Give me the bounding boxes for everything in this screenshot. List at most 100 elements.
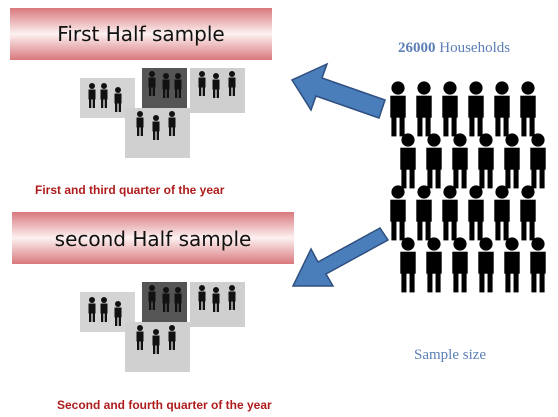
icon-part bbox=[390, 96, 405, 118]
icon-part bbox=[400, 221, 405, 241]
icon-part bbox=[213, 73, 219, 79]
icon-part bbox=[149, 87, 151, 96]
icon-part bbox=[89, 99, 91, 108]
icon-part bbox=[119, 317, 121, 326]
icon-part bbox=[530, 117, 535, 137]
icon-part bbox=[169, 118, 176, 128]
icon-part bbox=[427, 273, 432, 293]
icon-part bbox=[153, 131, 155, 140]
caption: First and third quarter of the year bbox=[35, 183, 225, 197]
icon-part bbox=[504, 148, 519, 170]
icon-part bbox=[426, 252, 441, 274]
icon-part bbox=[169, 111, 175, 117]
icon-part bbox=[163, 303, 165, 312]
icon-part bbox=[163, 80, 170, 90]
icon-part bbox=[443, 81, 456, 94]
icon-part bbox=[149, 71, 155, 77]
icon-part bbox=[157, 345, 159, 354]
icon-part bbox=[149, 78, 156, 88]
icon-part bbox=[427, 237, 440, 250]
icon-part bbox=[137, 341, 139, 350]
icon-part bbox=[505, 273, 510, 293]
icon-part bbox=[137, 111, 143, 117]
unit: Households bbox=[439, 40, 510, 56]
icon-part bbox=[400, 117, 405, 137]
icon-part bbox=[115, 103, 117, 112]
icon-part bbox=[233, 87, 235, 96]
icon-part bbox=[427, 133, 440, 146]
icon-part bbox=[427, 169, 432, 189]
icon-part bbox=[163, 294, 170, 304]
icon-part bbox=[217, 303, 219, 312]
icon-part bbox=[462, 169, 467, 189]
icon-part bbox=[153, 87, 155, 96]
icon-part bbox=[175, 73, 181, 79]
icon-part bbox=[452, 117, 457, 137]
icon-part bbox=[417, 117, 422, 137]
icon-part bbox=[203, 301, 205, 310]
icon-part bbox=[173, 341, 175, 350]
icon-part bbox=[478, 252, 493, 274]
icon-part bbox=[479, 133, 492, 146]
icon-part bbox=[89, 83, 95, 89]
icon-part bbox=[199, 285, 205, 291]
icon-part bbox=[416, 96, 431, 118]
icon-part bbox=[479, 169, 484, 189]
icon-part bbox=[442, 200, 457, 222]
icon-part bbox=[175, 89, 177, 98]
icon-part bbox=[101, 304, 108, 314]
icon-part bbox=[505, 237, 518, 250]
icon-part bbox=[105, 99, 107, 108]
icon-part bbox=[229, 71, 235, 77]
banner-title: First Half sample bbox=[57, 22, 224, 46]
icon-part bbox=[416, 200, 431, 222]
icon-part bbox=[149, 292, 156, 302]
icon-part bbox=[540, 273, 545, 293]
icon-part bbox=[452, 252, 467, 274]
icon-part bbox=[469, 117, 474, 137]
icon-part bbox=[213, 287, 219, 293]
icon-part bbox=[505, 169, 510, 189]
icon-part bbox=[169, 332, 176, 342]
icon-part bbox=[478, 148, 493, 170]
icon-part bbox=[452, 221, 457, 241]
icon-part bbox=[101, 313, 103, 322]
icon-part bbox=[531, 273, 536, 293]
icon-part bbox=[93, 99, 95, 108]
icon-part bbox=[390, 200, 405, 222]
icon-part bbox=[504, 117, 509, 137]
icon-part bbox=[391, 117, 396, 137]
banner-title: second Half sample bbox=[55, 227, 252, 251]
icon-part bbox=[217, 89, 219, 98]
icon-part bbox=[157, 131, 159, 140]
icon-part bbox=[391, 81, 404, 94]
icon-part bbox=[89, 90, 96, 100]
icon-part bbox=[199, 292, 206, 302]
icon-part bbox=[163, 89, 165, 98]
icon-part bbox=[199, 71, 205, 77]
icon-part bbox=[521, 185, 534, 198]
icon-part bbox=[400, 252, 415, 274]
icon-part bbox=[504, 221, 509, 241]
icon-part bbox=[153, 329, 159, 335]
icon-part bbox=[401, 133, 414, 146]
icon-part bbox=[401, 169, 406, 189]
icon-part bbox=[453, 237, 466, 250]
icon-part bbox=[531, 169, 536, 189]
icon-part bbox=[514, 169, 519, 189]
icon-part bbox=[391, 221, 396, 241]
icon-part bbox=[153, 336, 160, 346]
icon-part bbox=[531, 237, 544, 250]
icon-part bbox=[93, 313, 95, 322]
icon-part bbox=[229, 292, 236, 302]
icon-part bbox=[410, 273, 415, 293]
icon-part bbox=[179, 89, 181, 98]
icon-part bbox=[101, 297, 107, 303]
icon-part bbox=[540, 169, 545, 189]
icon-part bbox=[199, 78, 206, 88]
icon-part bbox=[137, 325, 143, 331]
icon-part bbox=[149, 301, 151, 310]
icon-part bbox=[137, 127, 139, 136]
icon-part bbox=[169, 325, 175, 331]
diagram: First Half sample second Half sample Fir… bbox=[0, 0, 558, 417]
